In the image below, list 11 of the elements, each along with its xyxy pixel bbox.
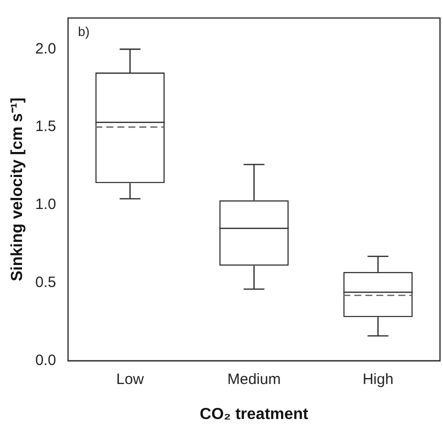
y-tick-label: 1.5	[35, 118, 56, 136]
x-tick-label: Medium	[227, 370, 281, 388]
y-tick-label: 0.5	[35, 274, 56, 292]
y-axis-title: Sinking velocity [cm s⁻¹]	[9, 98, 26, 282]
y-tick-label: 2.0	[35, 40, 56, 58]
annotation: b)	[78, 24, 90, 40]
x-tick-label: Low	[116, 370, 144, 388]
x-axis-title: CO₂ treatment	[200, 406, 309, 423]
y-tick-label: 0.0	[35, 352, 56, 369]
y-tick-label: 1.0	[35, 196, 56, 214]
x-tick-label: High	[362, 370, 394, 388]
